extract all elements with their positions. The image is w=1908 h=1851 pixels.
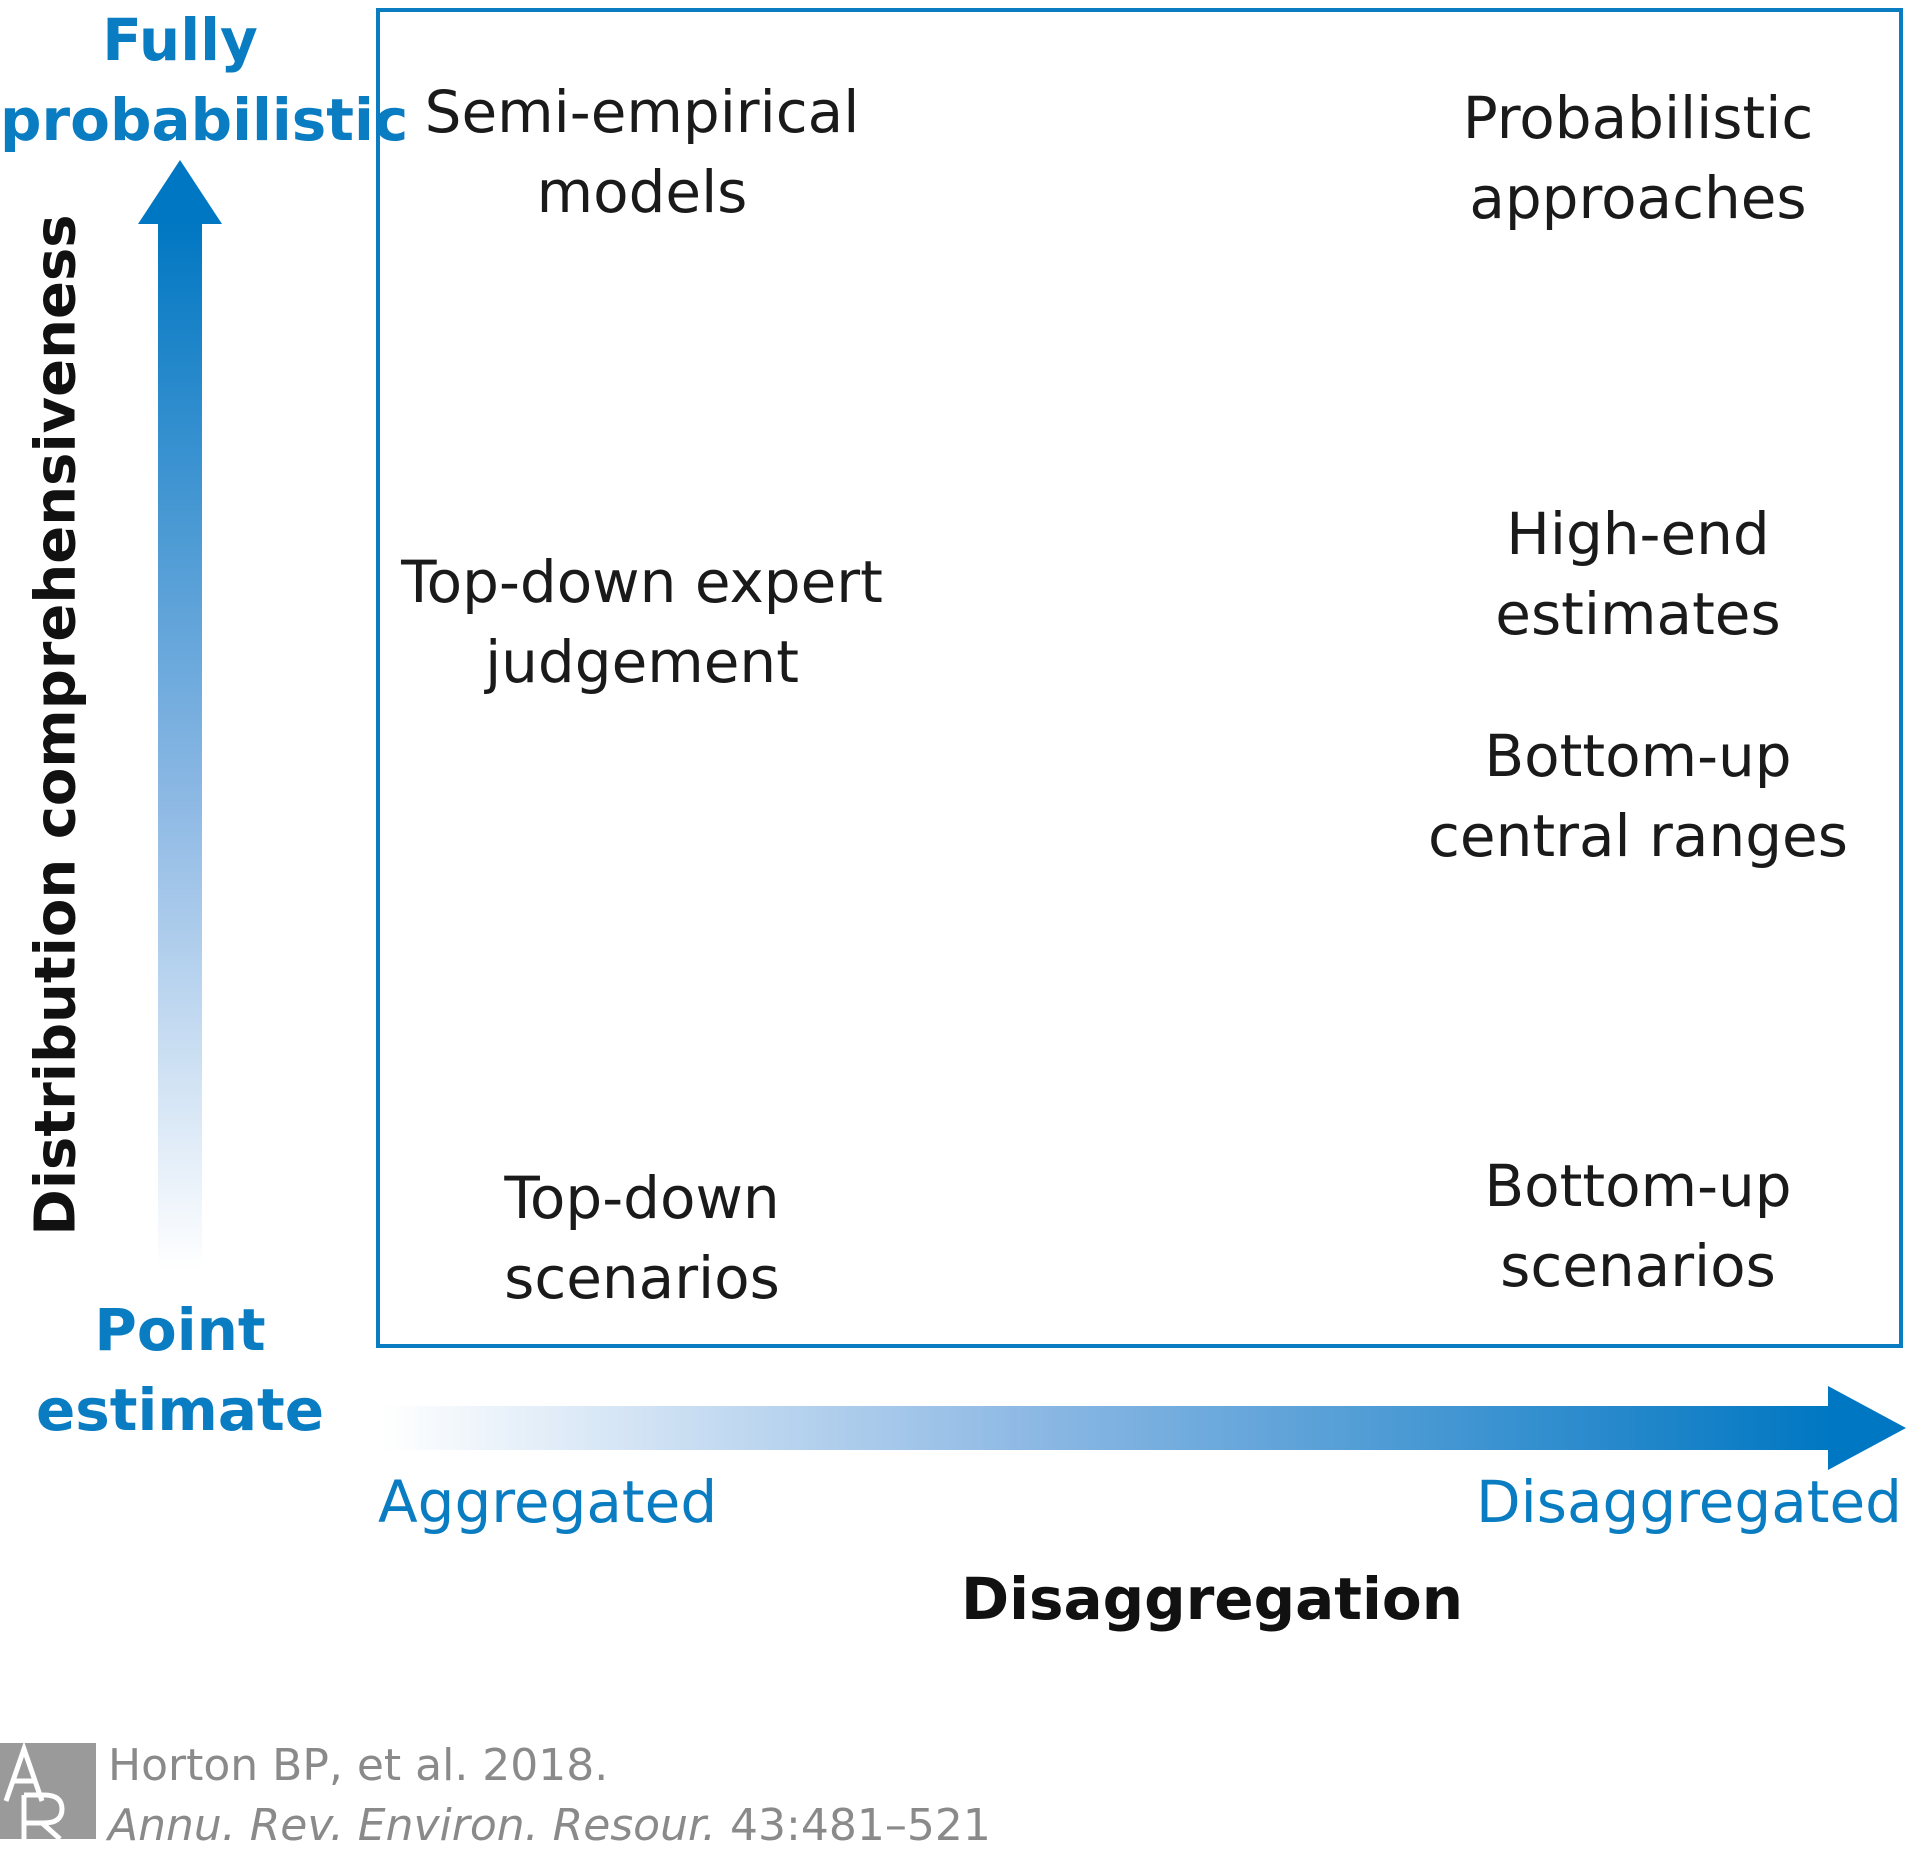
cell-bottom-up-central-ranges: Bottom-up central ranges — [1428, 722, 1848, 870]
y-axis-bottom-label: Point estimate — [35, 1296, 325, 1444]
citation-journal: Annu. Rev. Environ. Resour. — [108, 1800, 717, 1851]
x-axis-left-label: Aggregated — [378, 1468, 718, 1536]
cell-top-down-expert-judgement: Top-down expert judgement — [401, 548, 883, 696]
y-axis-title: Distribution comprehensiveness — [23, 214, 89, 1236]
y-axis-arrow — [138, 160, 222, 1270]
cell-semi-empirical-models: Semi-empirical models — [424, 78, 860, 226]
x-axis-right-label: Disaggregated — [1475, 1468, 1902, 1536]
citation-authors: Horton BP, et al. 2018. — [108, 1740, 609, 1791]
cell-high-end-estimates: High-end estimates — [1495, 500, 1781, 648]
citation-pages: 43:481–521 — [730, 1800, 991, 1851]
quadrant-frame — [376, 8, 1903, 1348]
cell-bottom-up-scenarios: Bottom-up scenarios — [1484, 1152, 1792, 1300]
annual-reviews-logo — [0, 1743, 96, 1839]
y-axis-top-label: Fully probabilistic — [0, 6, 409, 154]
x-axis-title: Disaggregation — [960, 1565, 1464, 1633]
cell-top-down-scenarios: Top-down scenarios — [504, 1164, 780, 1312]
citation-journal-line: Annu. Rev. Environ. Resour. 43:481–521 — [108, 1800, 991, 1851]
cell-probabilistic-approaches: Probabilistic approaches — [1462, 84, 1814, 232]
x-axis-arrow — [382, 1386, 1906, 1470]
